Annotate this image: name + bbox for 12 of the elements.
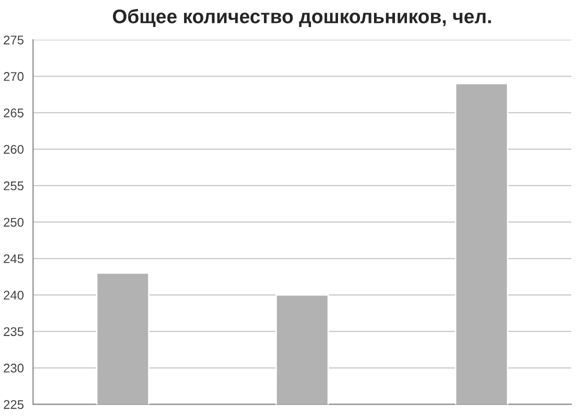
y-tick-label: 260	[4, 144, 24, 154]
y-tick-label: 235	[4, 327, 24, 336]
y-tick-label: 225	[4, 400, 24, 409]
y-tick-label: 250	[4, 218, 24, 227]
y-tick-label: 275	[4, 36, 24, 44]
y-tick-label: 230	[4, 364, 24, 373]
chart-title: Общее количество дошкольников, чел.	[112, 8, 491, 28]
y-tick-label: 245	[4, 254, 24, 264]
y-tick-label: 270	[4, 72, 24, 81]
y-tick-label: 265	[4, 108, 24, 118]
y-tick-label: 255	[4, 181, 24, 190]
y-tick-label: 240	[4, 290, 24, 300]
